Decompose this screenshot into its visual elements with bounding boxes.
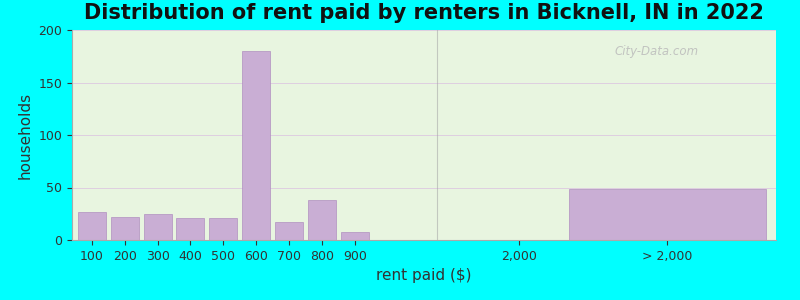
Title: Distribution of rent paid by renters in Bicknell, IN in 2022: Distribution of rent paid by renters in … — [84, 3, 764, 23]
Bar — [308, 200, 336, 240]
Bar — [341, 232, 369, 240]
Bar — [569, 188, 766, 240]
Bar — [177, 218, 205, 240]
Bar — [110, 217, 138, 240]
X-axis label: rent paid ($): rent paid ($) — [376, 268, 472, 283]
Text: City-Data.com: City-Data.com — [614, 44, 698, 58]
Bar — [78, 212, 106, 240]
Bar — [210, 218, 238, 240]
Bar — [242, 51, 270, 240]
Y-axis label: households: households — [18, 92, 33, 178]
Bar — [275, 222, 303, 240]
Bar — [143, 214, 171, 240]
